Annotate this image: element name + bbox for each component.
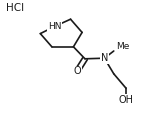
Text: HCl: HCl	[6, 3, 24, 13]
Text: OH: OH	[119, 95, 133, 105]
Text: Me: Me	[116, 42, 129, 51]
Text: N: N	[101, 53, 108, 63]
Text: O: O	[73, 66, 81, 76]
Text: HN: HN	[48, 22, 61, 31]
